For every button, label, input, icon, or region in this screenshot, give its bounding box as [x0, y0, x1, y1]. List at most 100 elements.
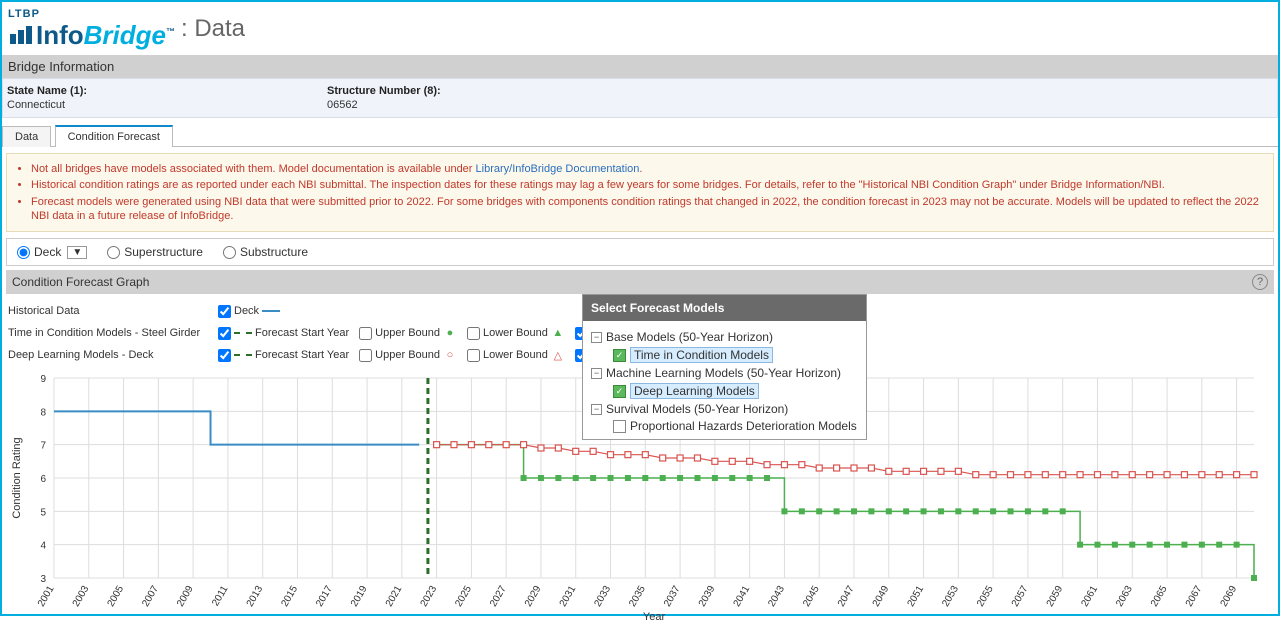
svg-text:2065: 2065 — [1149, 584, 1170, 609]
logo-bars-icon — [10, 26, 32, 44]
radio-deck[interactable]: Deck▼ — [17, 245, 87, 259]
notice-2: Historical condition ratings are as repo… — [31, 178, 1263, 192]
svg-text:2059: 2059 — [1045, 584, 1066, 609]
state-name-label: State Name (1): — [7, 85, 327, 97]
svg-text:9: 9 — [40, 374, 46, 385]
svg-text:Condition Rating: Condition Rating — [11, 438, 23, 519]
forecast-tree: −Base Models (50-Year Horizon) ✓ Time in… — [583, 321, 866, 439]
chk-dlm-lb[interactable] — [467, 349, 480, 362]
svg-text:2027: 2027 — [488, 584, 509, 609]
svg-text:2045: 2045 — [801, 584, 822, 609]
check-icon[interactable]: ✓ — [613, 349, 626, 362]
svg-text:2061: 2061 — [1079, 584, 1100, 609]
tree-survival-models[interactable]: Survival Models (50-Year Horizon) — [606, 402, 788, 416]
section-bridge-info: Bridge Information — [2, 55, 1278, 78]
tcm-label: Time in Condition Models - Steel Girder — [8, 327, 208, 339]
triangle-open-icon: △ — [551, 349, 565, 362]
svg-text:2013: 2013 — [245, 584, 266, 609]
svg-text:3: 3 — [40, 574, 46, 585]
check-icon[interactable]: ✓ — [613, 385, 626, 398]
state-name-value: Connecticut — [7, 99, 327, 111]
tabs: Data Condition Forecast — [2, 124, 1278, 147]
svg-text:2001: 2001 — [36, 584, 57, 609]
line-icon — [262, 310, 280, 312]
svg-text:2037: 2037 — [662, 584, 683, 609]
triangle-icon: ▲ — [551, 327, 565, 339]
svg-text:2053: 2053 — [940, 584, 961, 609]
svg-text:2057: 2057 — [1010, 584, 1031, 609]
svg-text:6: 6 — [40, 474, 46, 485]
deck-dropdown-caret[interactable]: ▼ — [67, 246, 87, 259]
checkbox-empty-icon[interactable] — [613, 420, 626, 433]
app-header: LTBP InfoBridge™ : Data — [2, 2, 1278, 55]
svg-text:4: 4 — [40, 541, 46, 552]
chk-tcm-ub[interactable] — [359, 327, 372, 340]
logo: LTBP InfoBridge™ — [10, 6, 175, 51]
bridge-info-panel: State Name (1): Connecticut Structure Nu… — [2, 78, 1278, 118]
notice-panel: Not all bridges have models associated w… — [6, 153, 1274, 232]
svg-text:8: 8 — [40, 408, 46, 419]
tree-base-models[interactable]: Base Models (50-Year Horizon) — [606, 330, 773, 344]
svg-text:2017: 2017 — [314, 584, 335, 609]
svg-text:2055: 2055 — [975, 584, 996, 609]
chk-dlm-ub[interactable] — [359, 349, 372, 362]
svg-text:2069: 2069 — [1219, 584, 1240, 609]
svg-text:2009: 2009 — [175, 584, 196, 609]
forecast-panel-title: Select Forecast Models — [583, 295, 866, 321]
svg-text:2015: 2015 — [279, 584, 300, 609]
svg-text:2041: 2041 — [732, 584, 753, 609]
svg-text:2011: 2011 — [210, 584, 230, 609]
tab-condition-forecast[interactable]: Condition Forecast — [55, 125, 173, 147]
notice-3: Forecast models were generated using NBI… — [31, 195, 1263, 224]
svg-text:2007: 2007 — [140, 584, 161, 609]
svg-text:2033: 2033 — [592, 584, 613, 609]
component-selector: Deck▼ Superstructure Substructure — [6, 238, 1274, 266]
svg-text:2047: 2047 — [836, 584, 857, 609]
notice-doc-link[interactable]: Library/InfoBridge Documentation — [476, 163, 640, 175]
svg-text:2063: 2063 — [1114, 584, 1135, 609]
svg-text:7: 7 — [40, 441, 46, 452]
svg-text:5: 5 — [40, 508, 46, 519]
svg-text:2039: 2039 — [697, 584, 718, 609]
structure-number-value: 06562 — [327, 99, 647, 111]
svg-text:2029: 2029 — [523, 584, 544, 609]
svg-text:Year: Year — [643, 611, 666, 622]
svg-text:2025: 2025 — [453, 584, 474, 609]
dash-icon — [234, 332, 252, 334]
radio-substructure[interactable]: Substructure — [223, 245, 308, 259]
svg-text:2023: 2023 — [419, 584, 440, 609]
svg-text:2051: 2051 — [906, 584, 927, 609]
notice-1: Not all bridges have models associated w… — [31, 162, 1263, 176]
svg-text:2003: 2003 — [71, 584, 92, 609]
tree-phzm[interactable]: Proportional Hazards Deterioration Model… — [630, 419, 857, 433]
help-icon[interactable]: ? — [1252, 274, 1268, 290]
expander-icon[interactable]: − — [591, 404, 602, 415]
tree-ml-models[interactable]: Machine Learning Models (50-Year Horizon… — [606, 366, 841, 380]
expander-icon[interactable]: − — [591, 368, 602, 379]
circle-icon: ● — [443, 327, 457, 339]
chk-dlm-fsy[interactable] — [218, 349, 231, 362]
svg-text:2049: 2049 — [871, 584, 892, 609]
page-title: : Data — [181, 15, 245, 43]
radio-superstructure[interactable]: Superstructure — [107, 245, 203, 259]
chk-deck-historical[interactable] — [218, 305, 231, 318]
tab-data[interactable]: Data — [2, 126, 51, 147]
svg-text:2019: 2019 — [349, 584, 370, 609]
svg-text:2005: 2005 — [106, 584, 127, 609]
svg-text:2067: 2067 — [1184, 584, 1205, 609]
svg-text:2043: 2043 — [766, 584, 787, 609]
structure-number-label: Structure Number (8): — [327, 85, 647, 97]
logo-ltbp: LTBP — [8, 8, 40, 20]
dlm-label: Deep Learning Models - Deck — [8, 349, 208, 361]
dash-icon — [234, 354, 252, 356]
chk-tcm-lb[interactable] — [467, 327, 480, 340]
forecast-models-panel: Select Forecast Models −Base Models (50-… — [582, 294, 867, 440]
legend-area: Historical Data Deck Time in Condition M… — [2, 294, 1278, 372]
tree-dlm[interactable]: Deep Learning Models — [630, 383, 759, 399]
expander-icon[interactable]: − — [591, 332, 602, 343]
chk-tcm-fsy[interactable] — [218, 327, 231, 340]
svg-text:2035: 2035 — [627, 584, 648, 609]
graph-header: Condition Forecast Graph ? — [6, 270, 1274, 294]
svg-text:2031: 2031 — [558, 584, 579, 609]
tree-tcm[interactable]: Time in Condition Models — [630, 347, 773, 363]
